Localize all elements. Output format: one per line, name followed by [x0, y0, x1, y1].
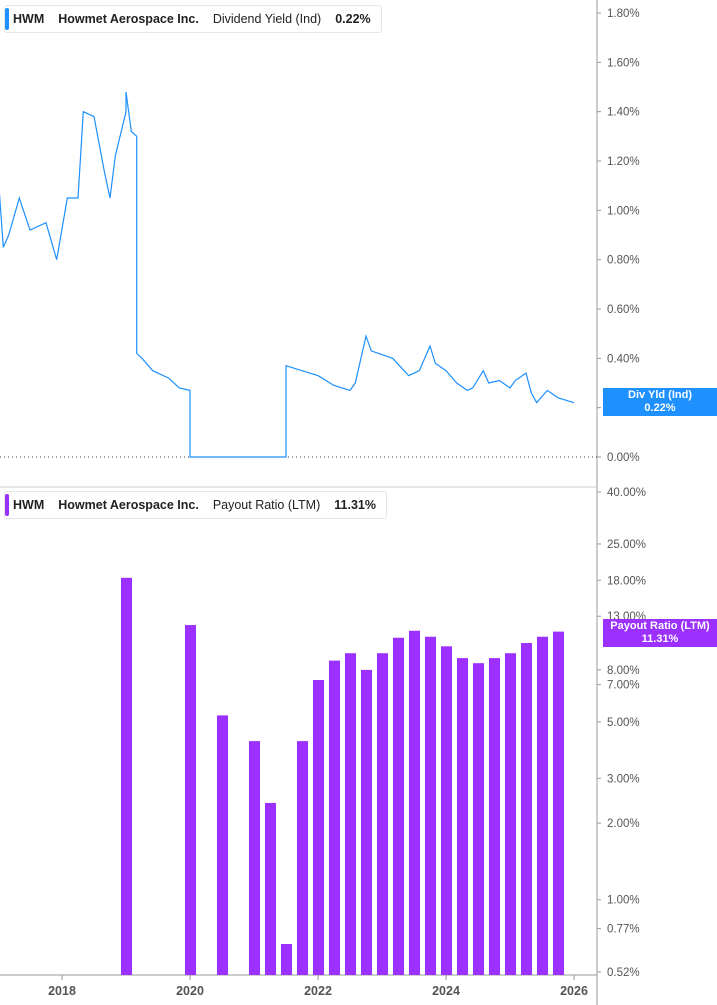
top-legend-metric: Dividend Yield (Ind) [212, 12, 322, 26]
payout-bar [473, 663, 484, 975]
y-tick-label-top: 1.80% [607, 8, 640, 20]
bottom-legend-metric: Payout Ratio (LTM) [212, 498, 321, 512]
payout-bar [297, 741, 308, 975]
y-tick-label-bottom: 1.00% [607, 895, 640, 907]
payout-price-tag: Payout Ratio (LTM) 11.31% [603, 619, 717, 647]
y-tick-label-top: 0.80% [607, 255, 640, 267]
payout-bar [521, 643, 532, 975]
yield-tag-label: Div Yld (Ind) [628, 389, 692, 401]
dividend-yield-line [0, 91, 575, 458]
x-tick-label: 2022 [304, 984, 332, 998]
bottom-legend-value: 11.31% [334, 498, 376, 512]
payout-bar [505, 653, 516, 975]
y-tick-label-bottom: 0.77% [607, 924, 640, 936]
x-tick-label: 2018 [48, 984, 76, 998]
y-tick-label-bottom: 25.00% [607, 539, 646, 551]
payout-bar [361, 669, 372, 975]
y-tick-label-top: 1.40% [607, 107, 640, 119]
y-tick-label-top: 1.20% [607, 156, 640, 168]
payout-bar [345, 653, 356, 975]
x-tick-label: 2020 [176, 984, 204, 998]
y-tick-label-top: 0.60% [607, 304, 640, 316]
payout-bar [409, 630, 420, 975]
payout-bar [121, 577, 132, 975]
payout-bar [457, 658, 468, 975]
payout-bar [553, 631, 564, 975]
payout-bar [425, 636, 436, 975]
payout-tag-label: Payout Ratio (LTM) [610, 620, 710, 632]
payout-bar [281, 943, 292, 975]
y-tick-label-bottom: 7.00% [607, 680, 640, 692]
payout-color-bar [5, 494, 9, 516]
bottom-legend-company: Howmet Aerospace Inc. [58, 498, 199, 512]
payout-bar [393, 637, 404, 975]
payout-bar [329, 660, 340, 975]
payout-bar [313, 680, 324, 975]
y-tick-label-top: 1.00% [607, 205, 640, 217]
payout-bar [249, 741, 260, 975]
y-tick-label-bottom: 0.52% [607, 967, 640, 979]
y-tick-label-top: 0.00% [607, 452, 640, 464]
top-legend: HWM Howmet Aerospace Inc. Dividend Yield… [4, 5, 382, 33]
y-tick-label-top: 1.60% [607, 57, 640, 69]
payout-bar [265, 802, 276, 975]
payout-bar [377, 653, 388, 975]
y-tick-label-bottom: 2.00% [607, 818, 640, 830]
payout-bar [441, 646, 452, 975]
y-tick-label-top: 0.40% [607, 353, 640, 365]
yield-color-bar [5, 8, 9, 30]
payout-bar [185, 625, 196, 975]
payout-tag-value: 11.31% [641, 633, 679, 645]
bottom-legend: HWM Howmet Aerospace Inc. Payout Ratio (… [4, 491, 387, 519]
y-tick-label-bottom: 5.00% [607, 717, 640, 729]
payout-bar [489, 658, 500, 975]
x-tick-label: 2024 [432, 984, 460, 998]
top-legend-company: Howmet Aerospace Inc. [58, 12, 199, 26]
payout-bar [537, 636, 548, 975]
x-tick-label: 2026 [560, 984, 588, 998]
bottom-legend-ticker: HWM [13, 498, 45, 512]
top-legend-ticker: HWM [13, 12, 45, 26]
y-tick-label-bottom: 40.00% [607, 487, 646, 499]
y-tick-label-bottom: 8.00% [607, 665, 640, 677]
y-tick-label-bottom: 3.00% [607, 773, 640, 785]
top-legend-value: 0.22% [335, 12, 371, 26]
yield-tag-value: 0.22% [644, 402, 676, 414]
yield-price-tag: Div Yld (Ind) 0.22% [603, 388, 717, 416]
payout-bar [217, 715, 228, 975]
y-tick-label-bottom: 18.00% [607, 575, 646, 587]
